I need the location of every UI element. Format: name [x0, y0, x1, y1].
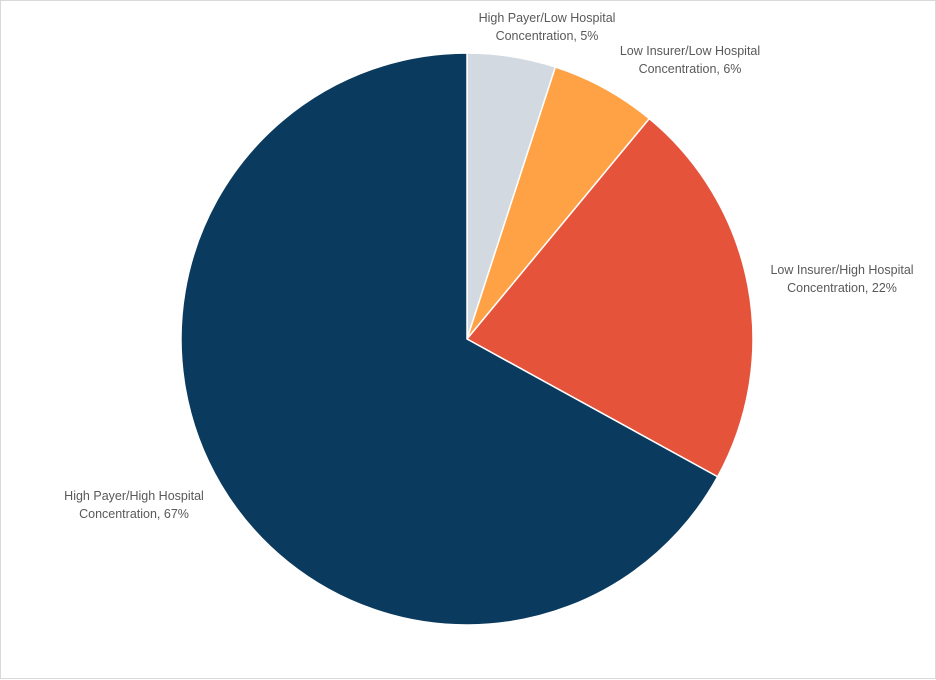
- pie-slice-4: [180, 52, 719, 626]
- slice-label-line: Concentration, 22%: [787, 281, 897, 295]
- slice-label-line: Concentration, 5%: [496, 29, 599, 43]
- slice-label-line: High Payer/High Hospital: [64, 489, 204, 503]
- slice-label-line: Low Insurer/Low Hospital: [620, 44, 760, 58]
- pie-data-labels: High Payer/Low Hospital Concentration, 5%…: [64, 11, 913, 521]
- slice-label-2: Low Insurer/Low Hospital Concentration, 6…: [620, 44, 760, 76]
- slice-label-line: High Payer/Low Hospital: [479, 11, 616, 25]
- pie-slices: [180, 52, 754, 626]
- slice-label-3: Low Insurer/High Hospital Concentration, …: [770, 263, 913, 295]
- slice-label-4: High Payer/High Hospital Concentration, 6…: [64, 489, 204, 521]
- slice-label-1: High Payer/Low Hospital Concentration, 5%: [479, 11, 616, 43]
- slice-label-line: Concentration, 67%: [79, 507, 189, 521]
- slice-label-line: Concentration, 6%: [639, 62, 742, 76]
- slice-label-line: Low Insurer/High Hospital: [770, 263, 913, 277]
- pie-slice-3: [465, 117, 754, 478]
